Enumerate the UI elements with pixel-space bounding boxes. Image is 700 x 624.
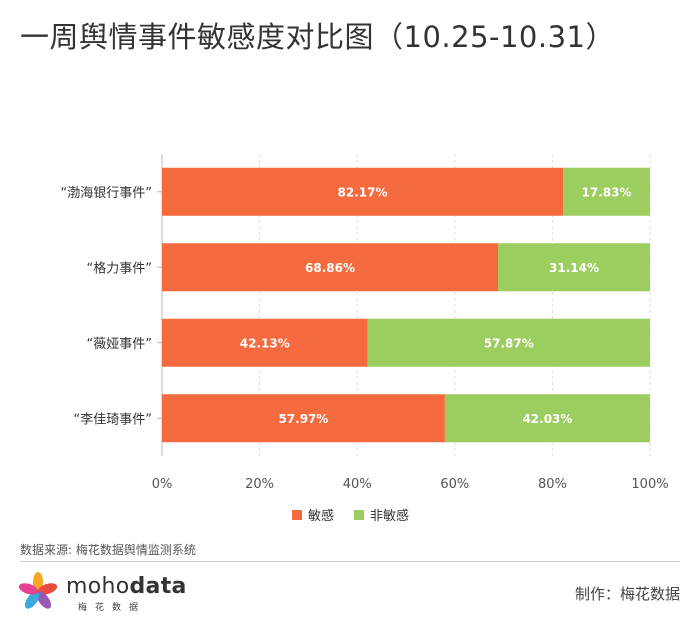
legend-swatch — [354, 510, 364, 520]
legend-label: 敏感 — [308, 508, 334, 524]
data-label: 82.17% — [338, 185, 388, 199]
data-label: 57.97% — [278, 412, 328, 426]
stacked-bar-chart: 0% 20% 40% 60% 80% 100% “渤海银行事件” 82.17% 17.83% “格… — [61, 154, 669, 524]
x-tick-label: 60% — [440, 477, 469, 492]
x-tick-label: 0% — [152, 477, 173, 492]
x-tick-label: 100% — [631, 477, 668, 492]
footer-divider — [20, 561, 680, 562]
data-label: 42.03% — [522, 412, 572, 426]
category-label: “李佳琦事件” — [74, 412, 152, 427]
data-label: 57.87% — [484, 336, 534, 350]
bar-segment-sensitive — [162, 394, 445, 443]
bar-segment-sensitive — [162, 243, 499, 292]
logo-wordmark: mohodata — [66, 574, 187, 599]
legend-swatch — [292, 510, 302, 520]
x-tick-label: 80% — [538, 477, 567, 492]
logo-subtitle: 梅花数据 — [78, 603, 147, 613]
bar-segment-non-sensitive — [562, 167, 650, 216]
bar-segment-non-sensitive — [444, 394, 650, 443]
producer-credit: 制作：梅花数据 — [574, 585, 680, 603]
bar-segment-sensitive — [162, 318, 368, 367]
data-source: 数据来源: 梅花数据舆情监测系统 — [20, 543, 196, 557]
x-tick-label: 40% — [343, 477, 372, 492]
data-label: 17.83% — [582, 185, 632, 199]
category-label: “渤海银行事件” — [61, 185, 152, 201]
category-label: “薇娅事件” — [87, 337, 152, 352]
category-label: “格力事件” — [87, 260, 152, 276]
x-tick-label: 20% — [245, 477, 274, 492]
mohodata-logo-icon — [18, 572, 58, 609]
data-label: 31.14% — [549, 261, 599, 275]
bar-segment-non-sensitive — [498, 243, 650, 292]
bar-segment-sensitive — [162, 167, 563, 216]
bar-segment-non-sensitive — [367, 318, 650, 367]
data-label: 42.13% — [240, 336, 290, 350]
legend-label: 非敏感 — [370, 508, 409, 524]
chart-title: 一周舆情事件敏感度对比图（10.25-10.31） — [20, 20, 616, 54]
data-label: 68.86% — [305, 261, 355, 275]
